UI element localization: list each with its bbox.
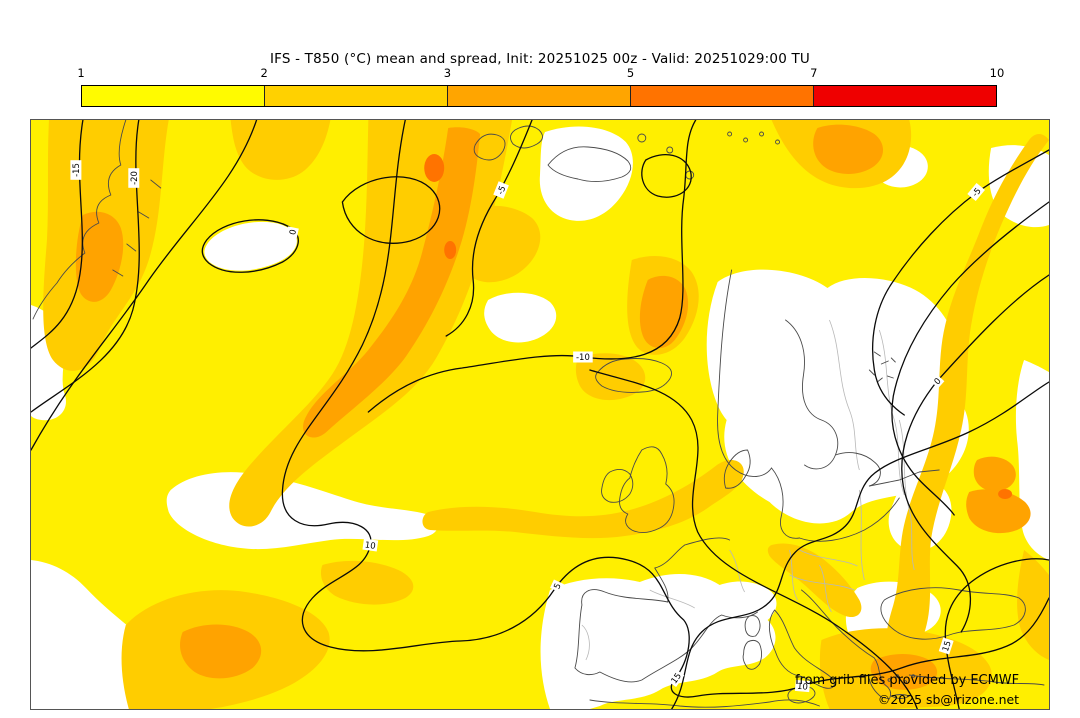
svg-text:5: 5 (552, 582, 563, 591)
colorbar-tick: 2 (260, 66, 268, 80)
svg-text:10: 10 (797, 682, 809, 693)
colorbar-tick: 3 (443, 66, 452, 80)
contour-label: -10 (573, 351, 593, 363)
svg-text:-5: -5 (496, 185, 508, 197)
colorbar-segment (814, 86, 996, 106)
svg-text:0: 0 (933, 376, 944, 387)
svg-text:0: 0 (288, 229, 299, 236)
contour-label: 15 (938, 637, 954, 655)
colorbar-segment (265, 86, 448, 106)
page-title: IFS - T850 (°C) mean and spread, Init: 2… (269, 51, 811, 67)
orange-spread-regions (75, 124, 1031, 690)
colorbar-tick-row: 1 2 3 5 7 10 (77, 66, 1004, 80)
contour-label: 10 (362, 538, 379, 552)
colorbar-segment (82, 86, 265, 106)
colorbar (81, 85, 997, 107)
country-borders (581, 319, 915, 661)
contour-label: 10 (794, 679, 811, 693)
colorbar-tick: 1 (77, 66, 85, 80)
colorbar-tick: 5 (626, 66, 635, 80)
map-frame: -15 -20 0 -5 -10 -5 0 10 5 15 10 15 from grib files… (30, 119, 1050, 710)
svg-text:-15: -15 (72, 163, 82, 177)
contour-label: 5 (550, 579, 564, 593)
colorbar-tick: 10 (989, 66, 1005, 80)
contour-label: 0 (286, 226, 299, 238)
contour-label: -15 (70, 160, 82, 180)
colorbar-tick: 7 (810, 66, 818, 80)
attribution-line1: from grib files provided by ECMWF (795, 673, 1019, 688)
svg-text:-20: -20 (130, 171, 140, 185)
contour-label: 0 (930, 373, 945, 389)
contour-label: -20 (128, 168, 140, 188)
colorbar-segment (631, 86, 814, 106)
attribution-line2: ©2025 sb@irizone.net (878, 692, 1019, 707)
svg-text:-10: -10 (576, 353, 590, 363)
svg-text:15: 15 (941, 640, 954, 653)
colorbar-segment (448, 86, 631, 106)
svg-text:10: 10 (364, 540, 376, 551)
contour-label: -5 (967, 182, 985, 202)
deep-orange-spread-spots (424, 154, 1013, 499)
contour-label: -5 (493, 181, 509, 199)
